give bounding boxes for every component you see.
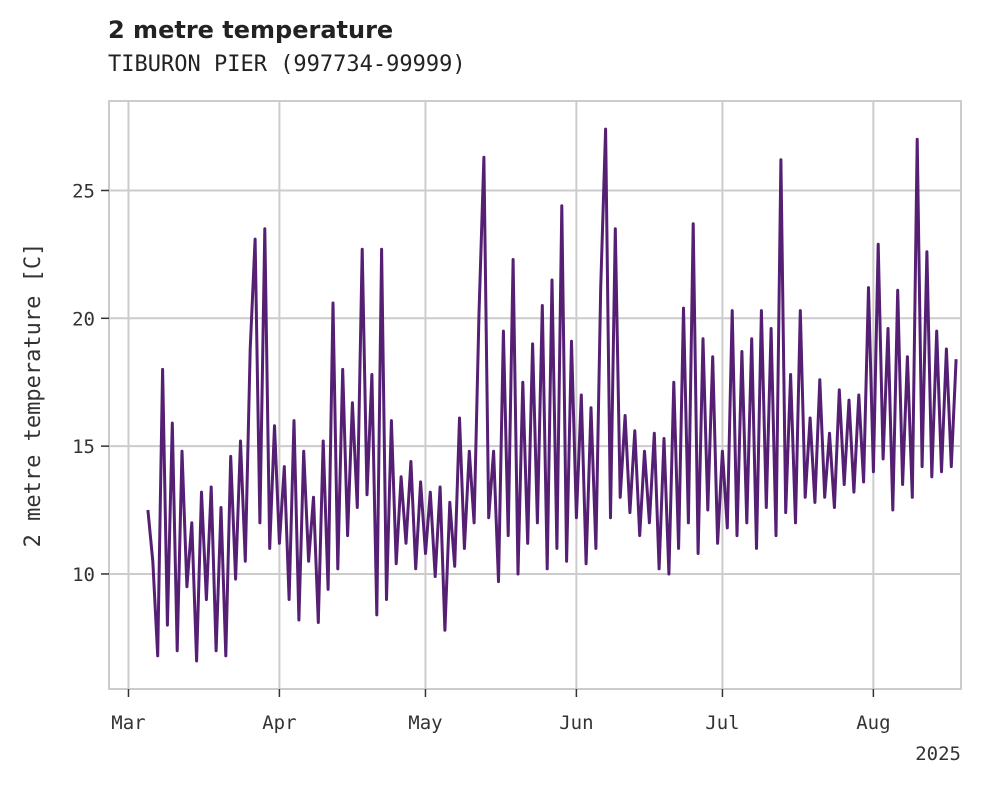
grid-lines [109,101,961,689]
x-tick-label: Jul [705,712,739,734]
plot-frame [108,100,962,690]
x-tick-label: Mar [111,712,145,734]
x-tick-label: Apr [262,712,296,734]
temperature-series-line [146,127,958,663]
y-tick-label: 25 [72,180,95,202]
x-axis-year-label: 2025 [915,743,961,765]
y-tick-label: 20 [72,308,95,330]
chart-subtitle: TIBURON PIER (997734-99999) [108,52,466,77]
y-axis-label: 2 metre temperature [C] [21,243,46,548]
y-tick-label: 15 [72,436,95,458]
tick-labels: 10 15 20 25 Mar Apr May Jun Jul Aug [72,180,890,734]
chart-title: 2 metre temperature [108,16,394,44]
x-tick-label: Jun [559,712,593,734]
x-tick-label: May [408,712,442,734]
series-layer [146,127,958,663]
y-tick-label: 10 [72,564,95,586]
x-tick-label: Aug [856,712,890,734]
